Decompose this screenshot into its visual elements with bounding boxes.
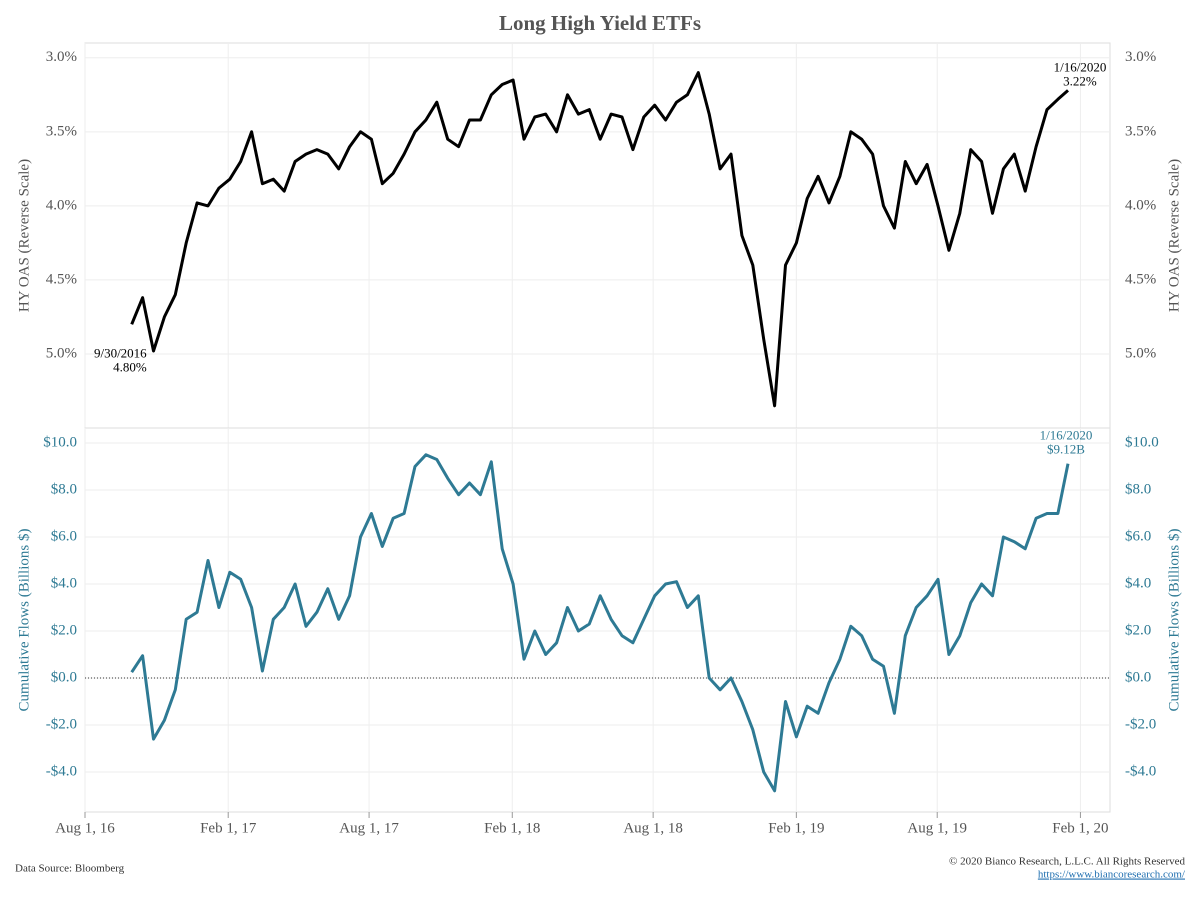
y2-tick-label: $8.0 — [1125, 481, 1151, 497]
y2-tick-label: -$2.0 — [1125, 716, 1156, 732]
data-line — [130, 71, 1069, 408]
y-tick-label: -$4.0 — [46, 763, 77, 779]
x-tick-label: Aug 1, 18 — [623, 820, 683, 836]
y-tick-label: $10.0 — [43, 434, 77, 450]
y-tick-label: $4.0 — [51, 575, 77, 591]
x-tick-label: Aug 1, 16 — [55, 820, 115, 836]
y2-tick-label: $6.0 — [1125, 528, 1151, 544]
plot-frame — [84, 427, 1111, 813]
y-tick-label: 3.0% — [46, 49, 77, 65]
y-tick-label: 5.0% — [46, 345, 77, 361]
y-tick-label: 3.5% — [46, 123, 77, 139]
y-tick-label: -$2.0 — [46, 716, 77, 732]
x-tick-label: Feb 1, 19 — [768, 820, 824, 836]
y-tick-label: 4.0% — [46, 197, 77, 213]
y2-tick-label: $0.0 — [1125, 669, 1151, 685]
y2-axis-label: Cumulative Flows (Billions $) — [1166, 529, 1182, 712]
y2-tick-label: 3.5% — [1125, 123, 1156, 139]
y2-axis-label: HY OAS (Reverse Scale) — [1166, 159, 1182, 312]
x-tick-label: Aug 1, 17 — [339, 820, 399, 836]
annotation: 3.22% — [1063, 73, 1097, 88]
x-tick-label: Aug 1, 19 — [907, 820, 967, 836]
y-tick-label: $0.0 — [51, 669, 77, 685]
annotation: 1/16/2020 — [1054, 59, 1107, 74]
y2-tick-label: 3.0% — [1125, 49, 1156, 65]
y2-tick-label: $4.0 — [1125, 575, 1151, 591]
y-tick-label: $2.0 — [51, 622, 77, 638]
plot-frame — [84, 42, 1111, 429]
x-tick-label: Feb 1, 20 — [1052, 820, 1108, 836]
y-axis-label: HY OAS (Reverse Scale) — [16, 159, 32, 312]
y2-tick-label: 4.5% — [1125, 271, 1156, 287]
y-tick-label: $6.0 — [51, 528, 77, 544]
y2-tick-label: 5.0% — [1125, 345, 1156, 361]
chart-title: Long High Yield ETFs — [499, 11, 701, 35]
annotation: 4.80% — [113, 359, 147, 374]
annotation: $9.12B — [1047, 442, 1085, 457]
y-axis-label: Cumulative Flows (Billions $) — [16, 529, 32, 712]
annotation: 9/30/2016 — [94, 345, 147, 360]
website-link[interactable]: https://www.biancoresearch.com/ — [1038, 869, 1186, 881]
x-tick-label: Feb 1, 18 — [484, 820, 540, 836]
data-line — [130, 453, 1070, 793]
source-note: Data Source: Bloomberg — [15, 863, 125, 875]
y-tick-label: 4.5% — [46, 271, 77, 287]
annotation: 1/16/2020 — [1040, 428, 1093, 443]
y2-tick-label: 4.0% — [1125, 197, 1156, 213]
x-tick-label: Feb 1, 17 — [200, 820, 257, 836]
y2-tick-label: -$4.0 — [1125, 763, 1156, 779]
copyright: © 2020 Bianco Research, L.L.C. All Right… — [949, 856, 1185, 868]
y-tick-label: $8.0 — [51, 481, 77, 497]
y2-tick-label: $10.0 — [1125, 434, 1159, 450]
y2-tick-label: $2.0 — [1125, 622, 1151, 638]
